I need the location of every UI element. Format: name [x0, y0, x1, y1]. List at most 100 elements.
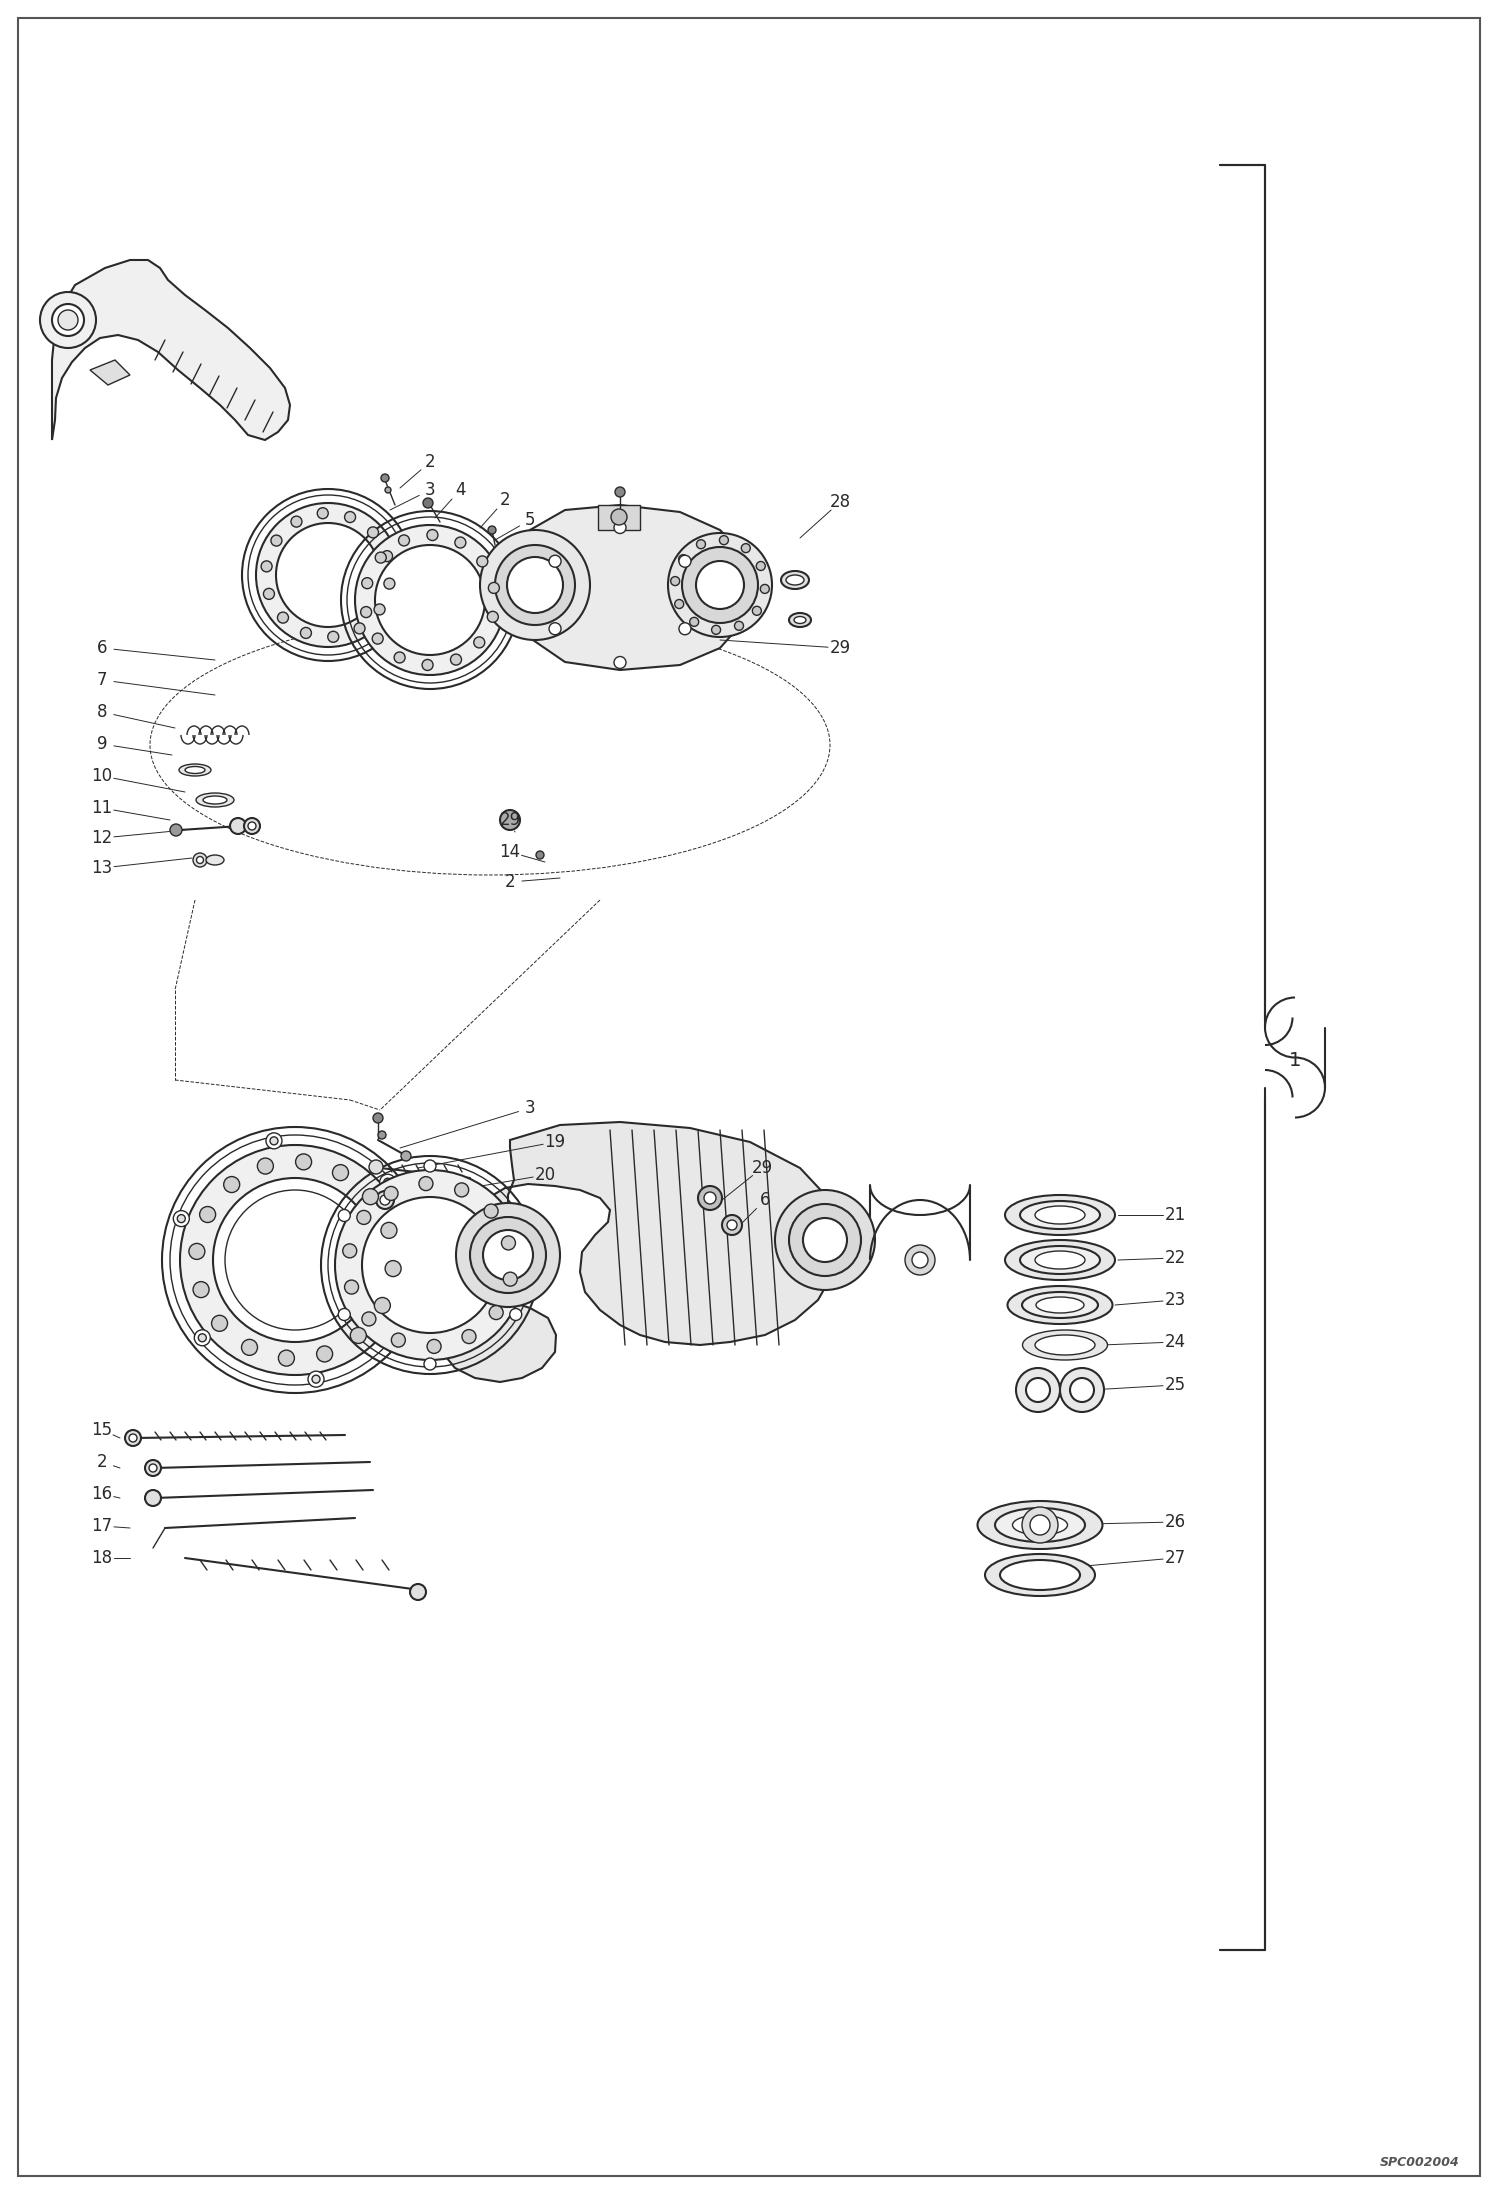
Text: 27: 27	[1164, 1549, 1185, 1567]
Circle shape	[424, 1161, 436, 1172]
Circle shape	[427, 529, 437, 540]
Circle shape	[261, 562, 273, 573]
Circle shape	[339, 1209, 351, 1222]
Text: 24: 24	[1164, 1334, 1185, 1352]
Ellipse shape	[986, 1553, 1095, 1595]
Circle shape	[422, 498, 433, 509]
Circle shape	[698, 1187, 722, 1211]
Circle shape	[912, 1253, 927, 1268]
Text: 29: 29	[830, 638, 851, 656]
Circle shape	[488, 581, 499, 592]
Circle shape	[455, 1183, 469, 1198]
Circle shape	[803, 1218, 846, 1262]
Text: 2: 2	[425, 452, 436, 472]
Ellipse shape	[1035, 1251, 1085, 1268]
Text: 18: 18	[91, 1549, 112, 1567]
Text: 6: 6	[97, 638, 108, 656]
Ellipse shape	[178, 764, 211, 777]
Circle shape	[503, 1273, 517, 1286]
Circle shape	[345, 1279, 358, 1294]
Circle shape	[473, 636, 485, 647]
Circle shape	[490, 1305, 503, 1319]
Circle shape	[345, 511, 355, 522]
Circle shape	[223, 1176, 240, 1194]
Circle shape	[905, 1244, 935, 1275]
Text: 26: 26	[1164, 1514, 1185, 1531]
Text: 2: 2	[505, 873, 515, 891]
Circle shape	[614, 522, 626, 533]
Circle shape	[394, 652, 404, 663]
Circle shape	[52, 305, 84, 336]
Circle shape	[419, 1176, 433, 1191]
Circle shape	[145, 1490, 160, 1505]
Circle shape	[374, 1297, 391, 1314]
Circle shape	[424, 1358, 436, 1369]
Circle shape	[367, 527, 379, 538]
Circle shape	[244, 818, 261, 834]
Ellipse shape	[1005, 1240, 1115, 1279]
Circle shape	[679, 555, 691, 568]
Circle shape	[373, 1112, 383, 1123]
Circle shape	[231, 818, 246, 834]
Circle shape	[301, 627, 312, 638]
Circle shape	[196, 856, 204, 864]
Circle shape	[455, 1202, 560, 1308]
Ellipse shape	[1020, 1246, 1100, 1275]
Circle shape	[704, 1191, 716, 1205]
Circle shape	[379, 1174, 395, 1189]
Circle shape	[124, 1430, 141, 1446]
Circle shape	[264, 588, 274, 599]
Circle shape	[761, 584, 770, 592]
Circle shape	[195, 1330, 210, 1345]
Circle shape	[774, 1189, 875, 1290]
Circle shape	[169, 825, 181, 836]
Circle shape	[719, 535, 728, 544]
Circle shape	[211, 1316, 228, 1332]
Circle shape	[363, 1312, 376, 1325]
Circle shape	[189, 1244, 205, 1259]
Circle shape	[385, 487, 391, 494]
Polygon shape	[268, 524, 340, 577]
Circle shape	[369, 1161, 383, 1174]
Circle shape	[333, 1165, 349, 1180]
Circle shape	[679, 555, 688, 564]
Circle shape	[470, 1218, 545, 1292]
Circle shape	[682, 546, 758, 623]
Ellipse shape	[1022, 1292, 1098, 1319]
Circle shape	[177, 1215, 186, 1222]
Circle shape	[487, 612, 499, 623]
Ellipse shape	[794, 617, 806, 623]
Ellipse shape	[204, 796, 228, 803]
Circle shape	[380, 474, 389, 483]
Circle shape	[536, 851, 544, 860]
Ellipse shape	[1035, 1334, 1095, 1356]
Circle shape	[476, 555, 488, 566]
Circle shape	[611, 509, 628, 524]
Ellipse shape	[1005, 1196, 1115, 1235]
Circle shape	[355, 524, 505, 676]
Text: 10: 10	[91, 768, 112, 785]
Circle shape	[372, 634, 383, 645]
Circle shape	[374, 603, 385, 614]
Circle shape	[277, 612, 289, 623]
Circle shape	[488, 527, 496, 533]
Circle shape	[336, 1169, 524, 1360]
Circle shape	[174, 1211, 189, 1226]
Circle shape	[509, 1308, 521, 1321]
Circle shape	[374, 544, 485, 656]
Circle shape	[380, 1196, 389, 1205]
Circle shape	[697, 562, 745, 610]
Circle shape	[734, 621, 743, 630]
Circle shape	[482, 1231, 533, 1279]
Text: 14: 14	[499, 842, 521, 860]
Ellipse shape	[978, 1501, 1103, 1549]
Text: 21: 21	[1164, 1207, 1185, 1224]
Ellipse shape	[207, 856, 225, 864]
Text: 12: 12	[91, 829, 112, 847]
Circle shape	[1016, 1369, 1061, 1413]
Circle shape	[363, 1198, 497, 1334]
Circle shape	[509, 1209, 521, 1222]
Circle shape	[427, 1338, 440, 1354]
Text: 3: 3	[425, 480, 436, 498]
Circle shape	[213, 1178, 377, 1343]
